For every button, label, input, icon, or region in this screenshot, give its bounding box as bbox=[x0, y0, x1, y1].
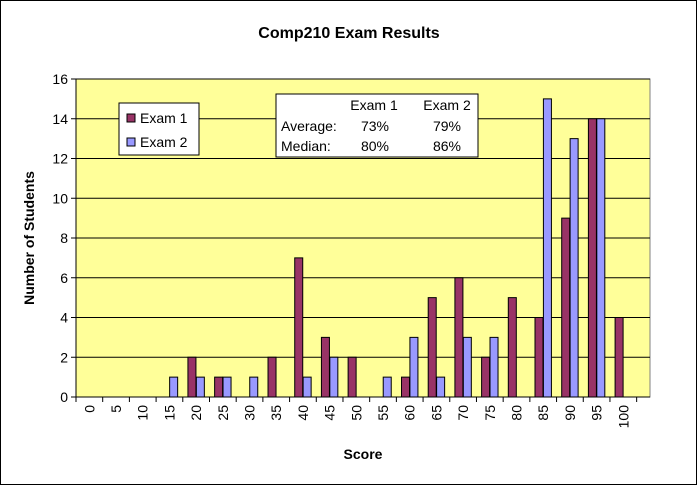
bar-exam-1-70 bbox=[454, 277, 464, 398]
x-tick-label-95: 95 bbox=[589, 405, 605, 421]
bar-exam-2-55 bbox=[382, 376, 392, 398]
bar-exam-2-65 bbox=[436, 376, 446, 398]
bar-exam-1-85 bbox=[534, 317, 544, 398]
x-tick-label-45: 45 bbox=[322, 405, 338, 421]
bar-exam-1-75 bbox=[481, 356, 491, 398]
bar-exam-1-100 bbox=[614, 317, 624, 398]
bar-exam-1-50 bbox=[347, 356, 357, 398]
bar-exam-1-45 bbox=[320, 336, 330, 398]
bar-exam-2-90 bbox=[569, 138, 579, 398]
bar-exam-1-80 bbox=[507, 297, 517, 398]
bar-exam-2-40 bbox=[302, 376, 312, 398]
bar-exam-1-20 bbox=[187, 356, 197, 398]
bars bbox=[169, 98, 624, 398]
x-tick-label-40: 40 bbox=[295, 405, 311, 421]
stats-box: Exam 1 Exam 2 Average: 73% 79% Median: 8… bbox=[275, 93, 479, 158]
stats-header-exam-2: Exam 2 bbox=[423, 97, 471, 113]
x-tick-label-100: 100 bbox=[615, 405, 631, 429]
y-tick-label-4: 4 bbox=[60, 310, 68, 326]
legend-swatch-exam-1 bbox=[126, 113, 136, 123]
x-tick-label-65: 65 bbox=[428, 405, 444, 421]
x-tick-label-5: 5 bbox=[108, 405, 124, 413]
gridlines bbox=[76, 78, 650, 358]
y-tick-label-12: 12 bbox=[52, 151, 68, 167]
bar-exam-2-70 bbox=[462, 336, 472, 398]
x-tick-label-50: 50 bbox=[348, 405, 364, 421]
bar-exam-1-95 bbox=[587, 118, 597, 398]
bar-exam-2-95 bbox=[596, 118, 606, 398]
y-tick-label-0: 0 bbox=[60, 389, 68, 405]
bar-exam-2-75 bbox=[489, 336, 499, 398]
x-tick-label-75: 75 bbox=[482, 405, 498, 421]
stats-header-exam-1: Exam 1 bbox=[350, 97, 398, 113]
x-tick-label-35: 35 bbox=[268, 405, 284, 421]
x-tick-label-10: 10 bbox=[135, 405, 151, 421]
x-tick-label-25: 25 bbox=[215, 405, 231, 421]
legend-box bbox=[118, 102, 200, 156]
bar-exam-2-45 bbox=[329, 356, 339, 398]
x-tick-label-20: 20 bbox=[188, 405, 204, 421]
y-tick-label-14: 14 bbox=[52, 111, 68, 127]
y-tick-label-10: 10 bbox=[52, 190, 68, 206]
bar-exam-1-65 bbox=[427, 297, 437, 398]
y-axis-title: Number of Students bbox=[21, 171, 37, 305]
legend-swatch-exam-2 bbox=[126, 137, 136, 147]
x-tick-label-80: 80 bbox=[509, 405, 525, 421]
stats-median-label: Median: bbox=[281, 138, 331, 154]
y-tick-label-16: 16 bbox=[52, 71, 68, 87]
bar-exam-2-25 bbox=[222, 376, 232, 398]
legend-label-exam-1: Exam 1 bbox=[140, 110, 188, 126]
x-tick-label-55: 55 bbox=[375, 405, 391, 421]
stats-median-exam-2: 86% bbox=[433, 138, 461, 154]
bar-exam-2-85 bbox=[542, 98, 552, 398]
bar-exam-2-60 bbox=[409, 336, 419, 398]
bar-exam-1-90 bbox=[561, 217, 571, 398]
x-tick-label-85: 85 bbox=[535, 405, 551, 421]
bar-exam-2-15 bbox=[169, 376, 179, 398]
stats-box-frame bbox=[275, 93, 479, 158]
y-tick-label-6: 6 bbox=[60, 270, 68, 286]
bar-exam-1-60 bbox=[401, 376, 411, 398]
stats-average-exam-1: 73% bbox=[361, 118, 389, 134]
x-tick-label-90: 90 bbox=[562, 405, 578, 421]
x-tick-label-15: 15 bbox=[161, 405, 177, 421]
bar-exam-2-20 bbox=[195, 376, 205, 398]
stats-median-exam-1: 80% bbox=[361, 138, 389, 154]
bar-exam-1-40 bbox=[294, 257, 304, 398]
legend-label-exam-2: Exam 2 bbox=[140, 134, 188, 150]
axes: 0 2 4 6 8 10 12 14 16 0 5 10 15 20 25 30 35 40 45 50 55 60 65 7… bbox=[52, 71, 650, 428]
x-tick-label-60: 60 bbox=[402, 405, 418, 421]
x-tick-label-30: 30 bbox=[242, 405, 258, 421]
legend: Exam 1 Exam 2 bbox=[118, 102, 200, 156]
stats-average-exam-2: 79% bbox=[433, 118, 461, 134]
bar-exam-1-35 bbox=[267, 356, 277, 398]
x-tick-label-0: 0 bbox=[81, 405, 97, 413]
y-tick-label-8: 8 bbox=[60, 230, 68, 246]
x-tick-label-70: 70 bbox=[455, 405, 471, 421]
bar-exam-2-30 bbox=[249, 376, 259, 398]
bar-exam-1-25 bbox=[214, 376, 224, 398]
stats-average-label: Average: bbox=[281, 118, 337, 134]
y-tick-label-2: 2 bbox=[60, 349, 68, 365]
chart-title: Comp210 Exam Results bbox=[258, 25, 440, 42]
x-axis-title: Score bbox=[344, 446, 383, 462]
